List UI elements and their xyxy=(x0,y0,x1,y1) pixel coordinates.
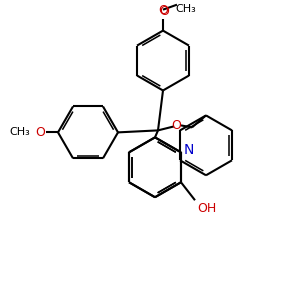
Text: CH₃: CH₃ xyxy=(175,4,196,14)
Text: O: O xyxy=(159,4,169,18)
Text: O: O xyxy=(35,126,45,139)
Text: N: N xyxy=(184,143,194,157)
Text: O: O xyxy=(158,4,168,16)
Text: OH: OH xyxy=(197,202,216,215)
Text: O: O xyxy=(171,119,181,132)
Text: CH₃: CH₃ xyxy=(9,128,30,137)
